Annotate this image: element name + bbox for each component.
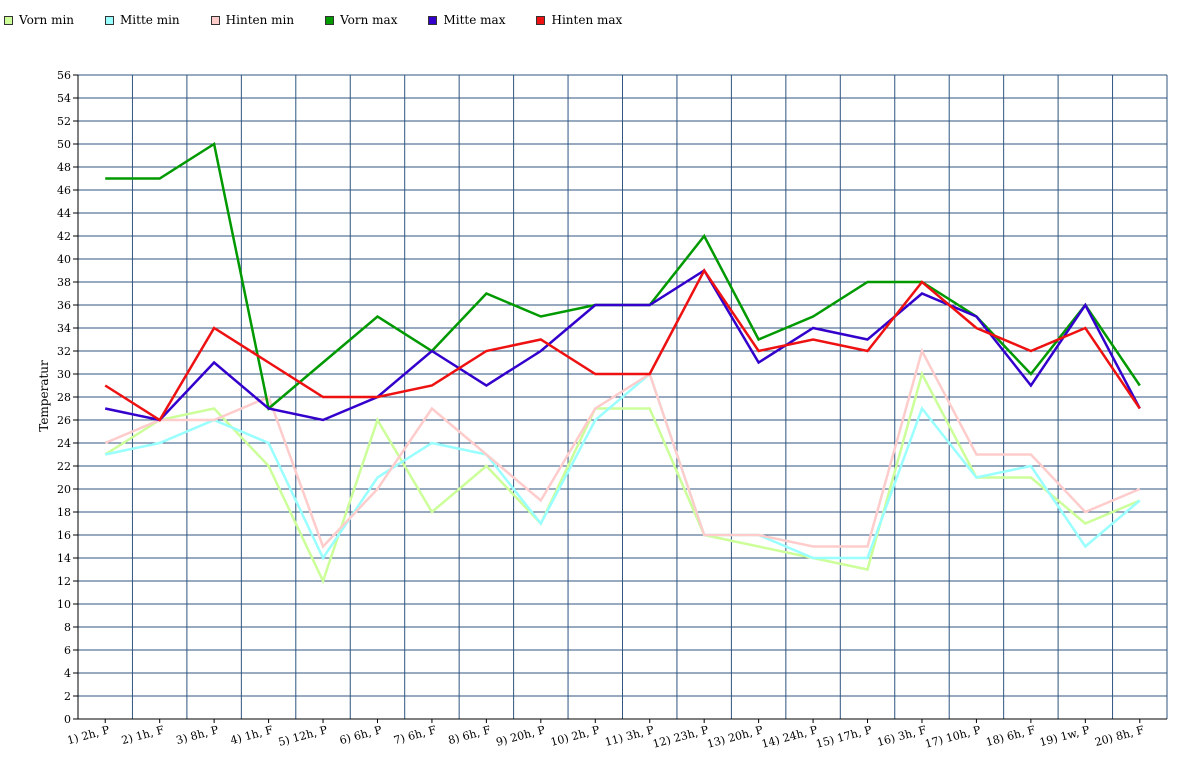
y-tick-label: 54 xyxy=(57,92,71,105)
legend-item: Vorn max xyxy=(325,13,397,27)
y-tick-label: 50 xyxy=(57,138,71,151)
x-tick-label: 5) 12h, P xyxy=(277,723,329,749)
legend-label: Vorn max xyxy=(340,13,398,27)
x-tick-label: 15) 17h, P xyxy=(815,723,874,751)
y-tick-label: 38 xyxy=(57,276,71,289)
y-tick-label: 4 xyxy=(64,667,71,680)
y-tick-label: 28 xyxy=(57,391,71,404)
y-tick-label: 22 xyxy=(57,460,71,473)
legend-item: Vorn min xyxy=(4,13,74,27)
legend-label: Vorn min xyxy=(19,13,75,27)
x-tick-label: 10) 2h, P xyxy=(549,723,601,749)
y-tick-label: 42 xyxy=(57,230,71,243)
y-tick-label: 52 xyxy=(57,115,71,128)
legend-item: Mitte min xyxy=(105,13,180,27)
series-line xyxy=(104,268,1141,422)
legend-swatch xyxy=(105,15,115,25)
x-tick-label: 20) 8h, F xyxy=(1093,723,1145,749)
y-tick-label: 36 xyxy=(57,299,71,312)
x-tick-label: 17) 10h, P xyxy=(923,723,982,751)
y-tick-label: 10 xyxy=(57,598,71,611)
legend-item: Mitte max xyxy=(428,13,505,27)
y-axis-label: Temperatur xyxy=(37,360,51,432)
y-tick-label: 32 xyxy=(57,345,71,358)
series-line xyxy=(104,347,1141,549)
y-axis-ticks: 0246810121416182022242628303234363840424… xyxy=(57,69,78,726)
y-tick-label: 34 xyxy=(57,322,71,335)
x-tick-label: 19) 1w, P xyxy=(1038,723,1091,749)
series-layer xyxy=(104,141,1141,585)
x-tick-label: 12) 23h, P xyxy=(651,723,710,751)
x-tick-label: 13) 20h, P xyxy=(706,723,765,751)
x-tick-label: 18) 6h, F xyxy=(985,723,1037,749)
y-tick-label: 26 xyxy=(57,414,71,427)
y-tick-label: 44 xyxy=(57,207,71,220)
y-tick-label: 40 xyxy=(57,253,71,266)
legend-swatch xyxy=(210,15,220,25)
legend-label: Mitte max xyxy=(443,13,506,27)
y-tick-label: 18 xyxy=(57,506,71,519)
x-tick-label: 7) 6h, F xyxy=(392,723,438,747)
y-tick-label: 12 xyxy=(57,575,71,588)
x-tick-label: 16) 3h, F xyxy=(876,723,928,749)
x-tick-label: 1) 2h, P xyxy=(66,723,112,747)
legend-swatch xyxy=(325,15,335,25)
y-tick-label: 20 xyxy=(57,483,71,496)
y-tick-label: 14 xyxy=(57,552,71,565)
x-tick-label: 3) 8h, P xyxy=(175,723,221,747)
legend-swatch xyxy=(428,15,438,25)
legend-item: Hinten max xyxy=(536,13,622,27)
y-tick-label: 2 xyxy=(64,690,71,703)
legend-label: Hinten min xyxy=(225,13,295,27)
y-tick-label: 16 xyxy=(57,529,71,542)
y-tick-label: 48 xyxy=(57,161,71,174)
y-tick-label: 30 xyxy=(57,368,71,381)
y-tick-label: 8 xyxy=(64,621,71,634)
x-tick-label: 9) 20h, P xyxy=(495,723,547,749)
legend-label: Mitte min xyxy=(120,13,180,27)
series-line xyxy=(104,371,1141,561)
legend-swatch xyxy=(536,15,546,25)
y-tick-label: 0 xyxy=(64,713,71,726)
y-tick-label: 56 xyxy=(57,69,71,82)
x-axis-ticks: 1) 2h, P 2) 1h, F 3) 8h, P 4) 1h, F 5) 12h, … xyxy=(66,719,1146,751)
legend-swatch xyxy=(4,15,13,25)
series-line xyxy=(104,370,1141,585)
x-tick-label: 14) 24h, P xyxy=(760,723,819,751)
x-tick-label: 6) 6h, P xyxy=(338,723,384,747)
legend-item: Hinten min xyxy=(210,13,295,27)
x-tick-label: 8) 6h, F xyxy=(447,723,493,747)
y-tick-label: 6 xyxy=(64,644,71,657)
x-tick-label: 2) 1h, F xyxy=(120,723,166,747)
series-line xyxy=(104,268,1141,422)
x-tick-label: 11) 3h, P xyxy=(604,723,656,749)
y-tick-label: 24 xyxy=(57,437,71,450)
x-tick-label: 4) 1h, F xyxy=(229,723,275,747)
legend: Vorn min Mitte min Hinten min Vorn max Mitte… xyxy=(4,10,653,30)
legend-label: Hinten max xyxy=(551,13,623,27)
y-tick-label: 46 xyxy=(57,184,71,197)
